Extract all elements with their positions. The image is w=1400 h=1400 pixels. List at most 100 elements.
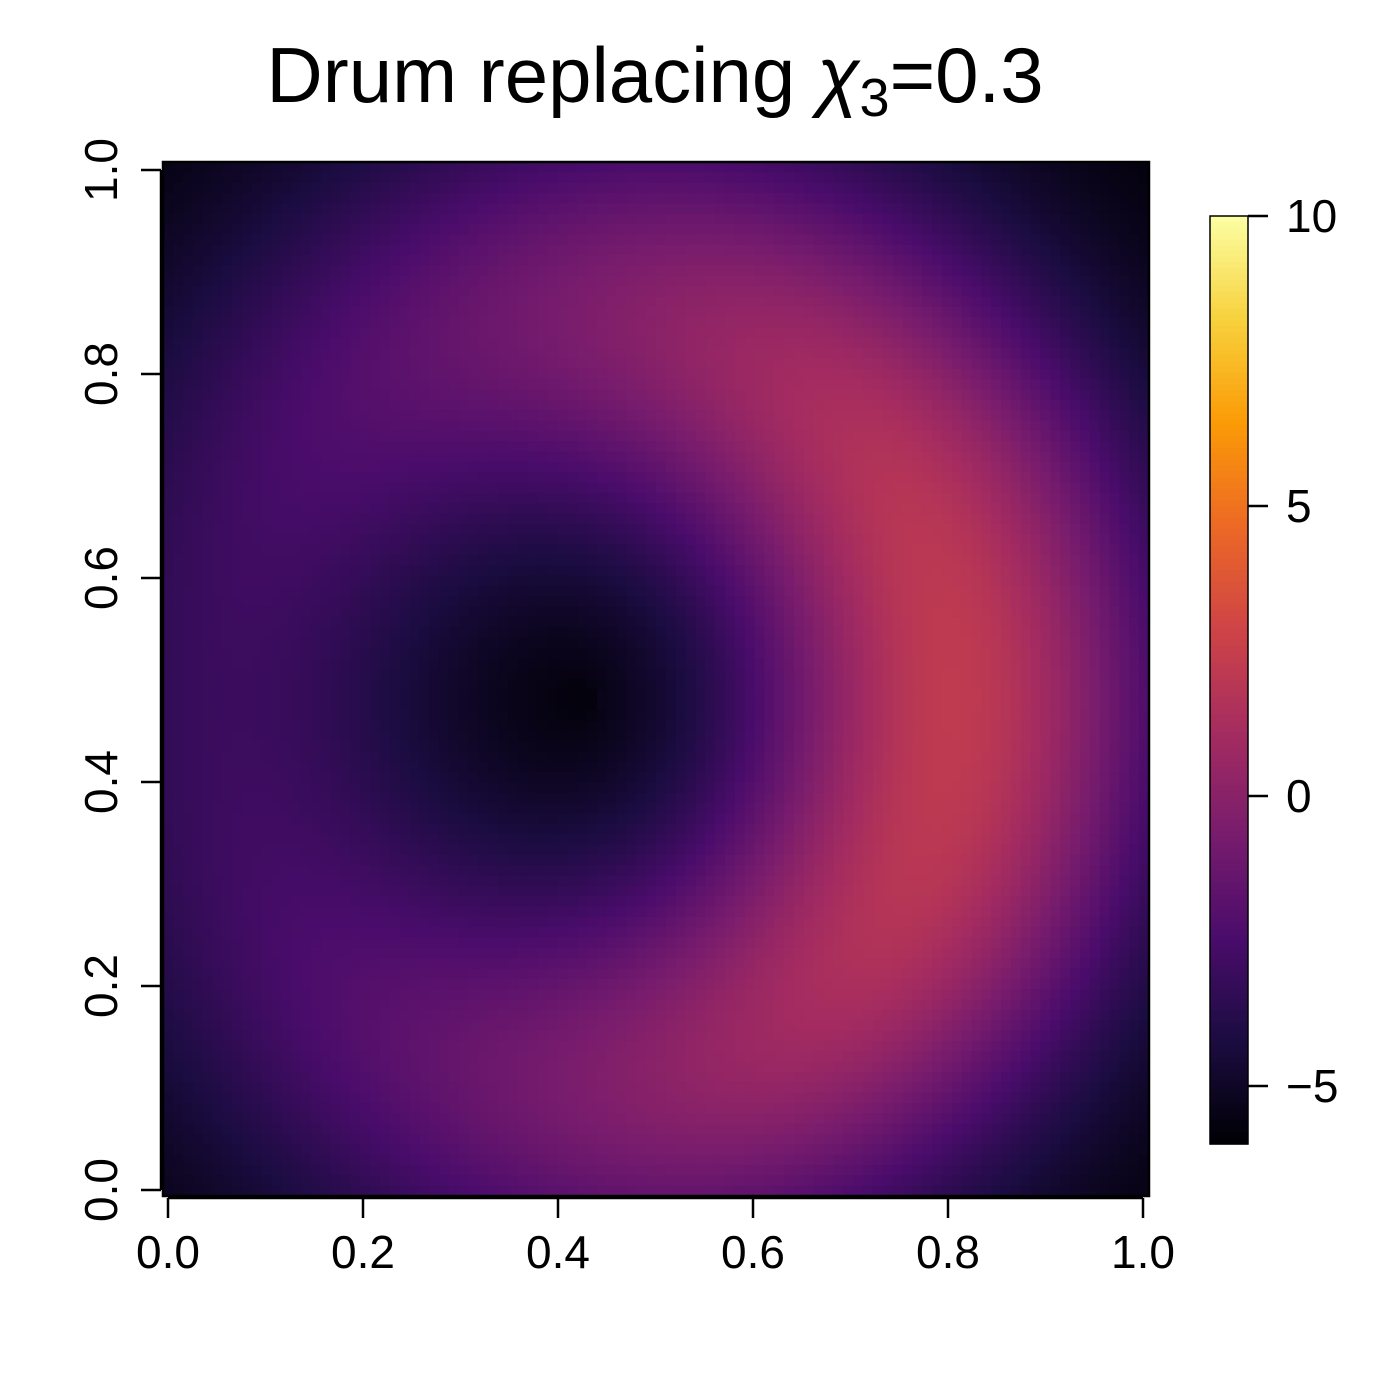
heatmap-cell — [508, 1144, 519, 1156]
heatmap-cell — [606, 947, 618, 959]
heatmap-cell — [626, 523, 637, 535]
heatmap-cell — [577, 379, 588, 391]
heatmap-cell — [458, 1092, 470, 1104]
heatmap-cell — [586, 482, 598, 494]
heatmap-cell — [586, 865, 598, 877]
heatmap-cell — [596, 834, 608, 846]
heatmap-cell — [241, 451, 253, 463]
heatmap-cell — [389, 978, 401, 990]
heatmap-cell — [468, 1123, 480, 1135]
heatmap-cell — [389, 751, 401, 763]
heatmap-cell — [478, 430, 489, 442]
heatmap-cell — [202, 389, 213, 401]
heatmap-cell — [192, 720, 204, 732]
heatmap-cell — [527, 234, 539, 246]
heatmap-cell — [330, 1154, 342, 1166]
heatmap-cell — [360, 803, 371, 815]
heatmap-cell — [172, 968, 184, 980]
heatmap-cell — [567, 1051, 578, 1063]
heatmap-cell — [636, 1144, 647, 1156]
heatmap-cell — [241, 1051, 253, 1063]
heatmap-cell — [577, 1020, 588, 1032]
heatmap-cell — [458, 162, 470, 173]
heatmap-cell — [281, 699, 292, 711]
heatmap-cell — [192, 379, 204, 391]
heatmap-cell — [616, 224, 628, 235]
heatmap-cell — [409, 720, 420, 732]
heatmap-cell — [547, 1144, 558, 1156]
heatmap-cell — [330, 389, 342, 401]
heatmap-cell — [646, 544, 657, 556]
heatmap-cell — [429, 627, 440, 639]
heatmap-cell — [596, 306, 608, 318]
heatmap-cell — [212, 441, 223, 453]
heatmap-cell — [498, 927, 509, 939]
heatmap-cell — [478, 255, 489, 266]
heatmap-cell — [310, 1133, 322, 1145]
heatmap-cell — [212, 544, 223, 556]
heatmap-cell — [212, 224, 223, 235]
heatmap-cell — [468, 348, 480, 360]
heatmap-cell — [222, 513, 233, 525]
heatmap-cell — [271, 162, 282, 173]
heatmap-cell — [636, 389, 647, 401]
heatmap-cell — [508, 947, 519, 959]
heatmap-cell — [241, 1164, 253, 1176]
heatmap-cell — [379, 213, 391, 225]
heatmap-cell — [646, 244, 657, 256]
heatmap-cell — [626, 761, 637, 773]
heatmap-cell — [360, 916, 371, 928]
heatmap-cell — [320, 616, 332, 628]
heatmap-cell — [508, 958, 519, 970]
heatmap-cell — [399, 503, 411, 515]
heatmap-cell — [301, 193, 312, 204]
heatmap-cell — [458, 1154, 470, 1166]
heatmap-cell — [596, 193, 608, 204]
heatmap-cell — [527, 430, 539, 442]
heatmap-cell — [646, 968, 657, 980]
heatmap-cell — [340, 834, 351, 846]
heatmap-cell — [439, 751, 450, 763]
heatmap-cell — [330, 606, 342, 618]
heatmap-cell — [172, 823, 184, 835]
heatmap-cell — [163, 813, 174, 825]
heatmap-cell — [567, 937, 578, 949]
heatmap-cell — [202, 172, 213, 184]
heatmap-cell — [537, 368, 549, 380]
heatmap-cell — [261, 399, 273, 411]
heatmap-cell — [636, 1133, 647, 1145]
heatmap-cell — [291, 896, 302, 908]
heatmap-cell — [567, 947, 578, 959]
heatmap-cell — [330, 751, 342, 763]
heatmap-cell — [468, 1175, 480, 1187]
heatmap-cell — [537, 275, 549, 287]
heatmap-cell — [330, 947, 342, 959]
heatmap-cell — [389, 1071, 401, 1083]
heatmap-cell — [419, 275, 430, 287]
heatmap-cell — [370, 885, 381, 897]
heatmap-cell — [360, 565, 371, 577]
heatmap-cell — [626, 224, 637, 235]
heatmap-cell — [241, 989, 253, 1001]
heatmap-cell — [320, 193, 332, 204]
heatmap-cell — [429, 813, 440, 825]
heatmap-cell — [301, 523, 312, 535]
heatmap-cell — [291, 296, 302, 308]
heatmap-cell — [577, 1071, 588, 1083]
heatmap-cell — [586, 885, 598, 897]
heatmap-cell — [577, 813, 588, 825]
heatmap-cell — [517, 265, 529, 277]
heatmap-cell — [222, 482, 233, 494]
heatmap-cell — [508, 224, 519, 235]
heatmap-cell — [320, 472, 332, 484]
heatmap-cell — [508, 803, 519, 815]
heatmap-cell — [182, 637, 194, 649]
heatmap-cell — [340, 865, 351, 877]
heatmap-cell — [251, 472, 263, 484]
heatmap-cell — [212, 710, 223, 721]
heatmap-cell — [350, 606, 361, 618]
heatmap-cell — [527, 255, 539, 266]
heatmap-cell — [340, 565, 351, 577]
heatmap-cell — [330, 937, 342, 949]
heatmap-cell — [350, 751, 361, 763]
